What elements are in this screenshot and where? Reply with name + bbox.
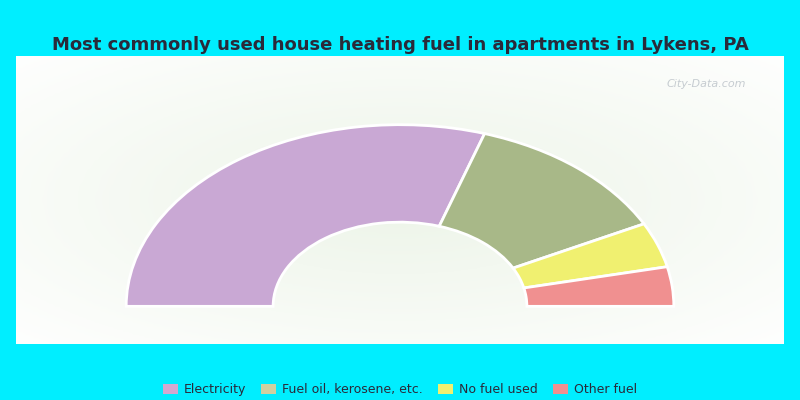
Wedge shape (439, 134, 644, 268)
Legend: Electricity, Fuel oil, kerosene, etc., No fuel used, Other fuel: Electricity, Fuel oil, kerosene, etc., N… (158, 378, 642, 400)
Wedge shape (524, 267, 674, 306)
Wedge shape (126, 125, 485, 306)
Text: City-Data.com: City-Data.com (666, 79, 746, 89)
Wedge shape (513, 224, 667, 288)
Text: Most commonly used house heating fuel in apartments in Lykens, PA: Most commonly used house heating fuel in… (52, 36, 748, 54)
